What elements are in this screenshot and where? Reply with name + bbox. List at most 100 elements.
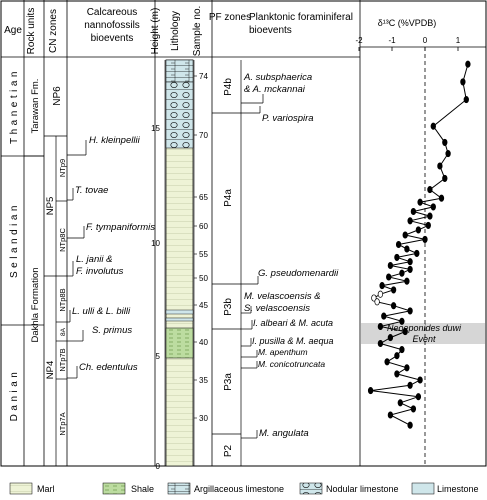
sample-tick-74: 74 [199, 72, 208, 81]
legend-label-marl: Marl [37, 484, 55, 494]
pf-event-i-pusilla: I. pusilla & M. aequa [252, 336, 334, 346]
isotope-point [404, 277, 410, 285]
isotope-point [417, 198, 423, 206]
nanno-bioevents: H. kleinpellii T. tovae F. tympaniformis… [67, 135, 155, 379]
isotope-point [410, 405, 417, 413]
isotope-point [407, 258, 413, 266]
sample-tick-45: 45 [199, 301, 208, 310]
isotope-point [387, 334, 394, 342]
isotope-curve [367, 60, 471, 429]
header-pf-bio-2: bioevents [249, 25, 292, 36]
isotope-point [390, 286, 397, 294]
isotope-ticks: -2 -1 0 1 [355, 36, 461, 51]
sample-tick-40: 40 [199, 338, 208, 347]
sample-tick-55: 55 [199, 250, 208, 259]
svg-text:Lithology: Lithology [170, 11, 181, 51]
sample-tick-35: 35 [199, 376, 208, 385]
sample-tick-50: 50 [199, 274, 208, 283]
nanno-event-markers [67, 140, 87, 379]
header-nanno-3: bioevents [91, 33, 134, 44]
isotope-point [402, 328, 408, 336]
header-sample-no: Sample no. [192, 6, 203, 57]
lithology-limestone-bed-1 [165, 309, 194, 315]
isotope-point [407, 307, 413, 315]
age-selandian: Selandian [9, 202, 20, 278]
isotope-point [379, 282, 385, 290]
lithology-shale [165, 327, 194, 359]
legend: Marl Shale Argillaceous limestone Nodula… [9, 482, 479, 495]
sample-axis: 74 70 65 60 55 50 45 40 35 30 [193, 60, 208, 466]
legend-swatch-marl [9, 482, 33, 495]
isotope-point [465, 60, 471, 68]
svg-text:Rock units: Rock units [26, 8, 37, 55]
column-frames [1, 0, 361, 466]
isotope-tick-label: 1 [456, 36, 461, 45]
pf-event-p-variospira: P. variospira [262, 113, 314, 124]
cn-subzone-ntp9: NTp9 [58, 159, 67, 177]
height-axis: 15 10 5 0 [151, 60, 166, 471]
pf-event-i-albeari: I. albeari & M. acuta [253, 318, 333, 328]
legend-swatch-limestone [411, 482, 435, 495]
header-age: Age [4, 25, 22, 36]
nanno-event-l-ulli: L. ulli & L. billi [72, 306, 131, 317]
isotope-point [394, 253, 400, 261]
lithology-limestone-bed-2 [165, 317, 194, 322]
pf-zones-column: P4b P4a P3b P3a P2 [212, 60, 242, 466]
nanno-event-h-kleinpellii: H. kleinpellii [89, 135, 141, 146]
formation-dakhla: Dakhla Formation [30, 268, 41, 343]
age-column: Thanetian Selandian Danian [9, 68, 20, 421]
isotope-point [430, 122, 436, 130]
height-tick-0: 0 [156, 462, 161, 471]
header-rock-units: Rock units [26, 8, 37, 55]
sample-tick-70: 70 [199, 131, 208, 140]
pf-zone-p4a: P4a [223, 189, 234, 207]
header-pf-zones: PF zones [209, 12, 251, 23]
nanno-event-ch-edentulus: Ch. edentulus [79, 362, 138, 373]
pf-zone-p4b: P4b [223, 78, 234, 96]
pf-event-s-velascoensis: S. velascoensis [244, 303, 310, 314]
legend-swatch-shale [102, 482, 126, 495]
pf-event-m-apenthum: M. apenthum [258, 347, 308, 357]
nanno-event-f-tympaniformis: F. tympaniformis [86, 222, 155, 233]
svg-text:CN zones: CN zones [48, 9, 59, 53]
cn-subzone-ntp8c: NTp8C [58, 228, 67, 252]
isotope-point [463, 96, 469, 104]
svg-text:Sample no.: Sample no. [192, 6, 203, 57]
isotope-point [394, 370, 400, 378]
cn-zone-np6: NP6 [52, 86, 63, 106]
pf-event-g-pseudomenardii: G. pseudomenardii [258, 268, 339, 279]
pf-zone-p3b: P3b [223, 298, 234, 316]
isotope-curve-line [370, 64, 469, 426]
isotope-point [442, 138, 448, 146]
isotope-point [395, 240, 402, 249]
pf-event-markers [241, 94, 264, 439]
isotope-tick-label: 0 [423, 36, 428, 45]
isotope-point [407, 381, 413, 389]
header-cn-zones: CN zones [48, 9, 59, 53]
duwi-event-label-1: Neoeponides duwi [387, 323, 462, 333]
isotope-point [410, 207, 417, 216]
isotope-point [427, 186, 433, 194]
isotope-point [374, 298, 380, 306]
lithology-argillaceous-top [165, 59, 194, 83]
isotope-point [397, 399, 403, 407]
isotope-point [387, 261, 394, 270]
nanno-event-s-primus: S. primus [92, 325, 132, 336]
isotope-point [427, 212, 433, 220]
age-thanetian: Thanetian [9, 68, 20, 144]
isotope-point [417, 376, 423, 384]
pf-bioevents: A. subsphaerica & A. mckannai P. variosp… [241, 72, 339, 439]
cn-subzone-ntp7a: NTp7A [58, 412, 67, 435]
pf-event-m-conicotruncata: M. conicotruncata [258, 359, 325, 369]
nanno-event-l-janii: L. janii & [76, 254, 112, 265]
rock-units-column: Tarawan Fm. Dakhla Formation [30, 79, 41, 343]
header-nanno-1: Calcareous [87, 7, 138, 18]
lithology-nodular-limestone [165, 81, 194, 149]
height-tick-10: 10 [151, 239, 160, 248]
duwi-event-label-2: Event [412, 334, 436, 344]
cn-zone-np4: NP4 [45, 361, 56, 379]
isotope-point [399, 269, 405, 277]
isotope-point [384, 358, 390, 366]
isotope-point [407, 421, 413, 429]
